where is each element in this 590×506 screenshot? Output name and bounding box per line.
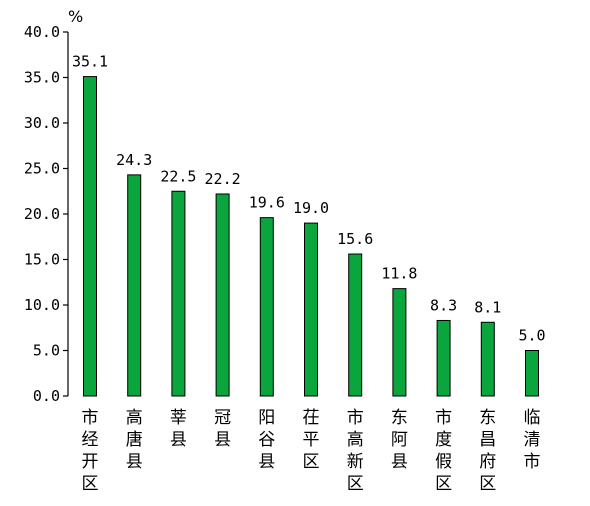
bar xyxy=(304,222,318,397)
category-label: 冠县 xyxy=(214,408,231,450)
y-tick-label: 10.0 xyxy=(24,296,60,314)
bar xyxy=(215,193,230,397)
bar xyxy=(392,288,407,397)
category-label: 市高新区 xyxy=(347,408,364,494)
data-label: 8.1 xyxy=(474,298,501,316)
category-label: 东昌府区 xyxy=(479,408,496,494)
bar xyxy=(348,253,363,397)
data-label: 22.2 xyxy=(205,170,241,188)
category-label: 市度假区 xyxy=(435,408,452,494)
y-unit-label: % xyxy=(68,7,83,26)
bars xyxy=(83,76,539,397)
category-label: 茌平区 xyxy=(303,408,320,472)
y-tick-label: 40.0 xyxy=(24,23,60,41)
category-label: 东阿县 xyxy=(391,408,408,472)
y-tick-label: 20.0 xyxy=(24,205,60,223)
data-label: 22.5 xyxy=(160,167,196,185)
bar xyxy=(436,319,451,397)
bar xyxy=(259,217,274,397)
y-tick-label: 15.0 xyxy=(24,251,60,269)
bar xyxy=(171,190,186,397)
y-tick-label: 0.0 xyxy=(33,387,60,405)
category-label: 阳谷县 xyxy=(258,408,275,472)
data-label: 15.6 xyxy=(337,230,373,248)
y-tick-label: 35.0 xyxy=(24,69,60,87)
y-tick-label: 30.0 xyxy=(24,114,60,132)
data-label: 35.1 xyxy=(72,53,108,71)
y-tick-label: 5.0 xyxy=(33,342,60,360)
category-label: 莘县 xyxy=(170,408,187,450)
category-label: 高唐县 xyxy=(126,408,143,472)
data-label: 19.0 xyxy=(293,199,329,217)
y-axis: 0.0 5.0 10.0 15.0 20.0 25.0 30.0 35.0 40.0 xyxy=(24,23,69,405)
bar xyxy=(127,174,142,397)
category-label: 临清市 xyxy=(524,408,541,472)
data-label: 11.8 xyxy=(381,265,417,283)
category-label: 市经开区 xyxy=(82,408,99,494)
bar xyxy=(480,321,495,397)
data-label: 8.3 xyxy=(430,296,457,314)
data-labels: 35.1 24.3 22.5 22.2 19.6 19.0 15.6 11.8 8.3 8.1 5.… xyxy=(72,53,546,345)
data-label: 5.0 xyxy=(518,327,545,345)
data-label: 24.3 xyxy=(116,151,152,169)
bar xyxy=(83,76,97,397)
bar xyxy=(525,350,539,397)
data-label: 19.6 xyxy=(249,194,285,212)
y-tick-label: 25.0 xyxy=(24,160,60,178)
